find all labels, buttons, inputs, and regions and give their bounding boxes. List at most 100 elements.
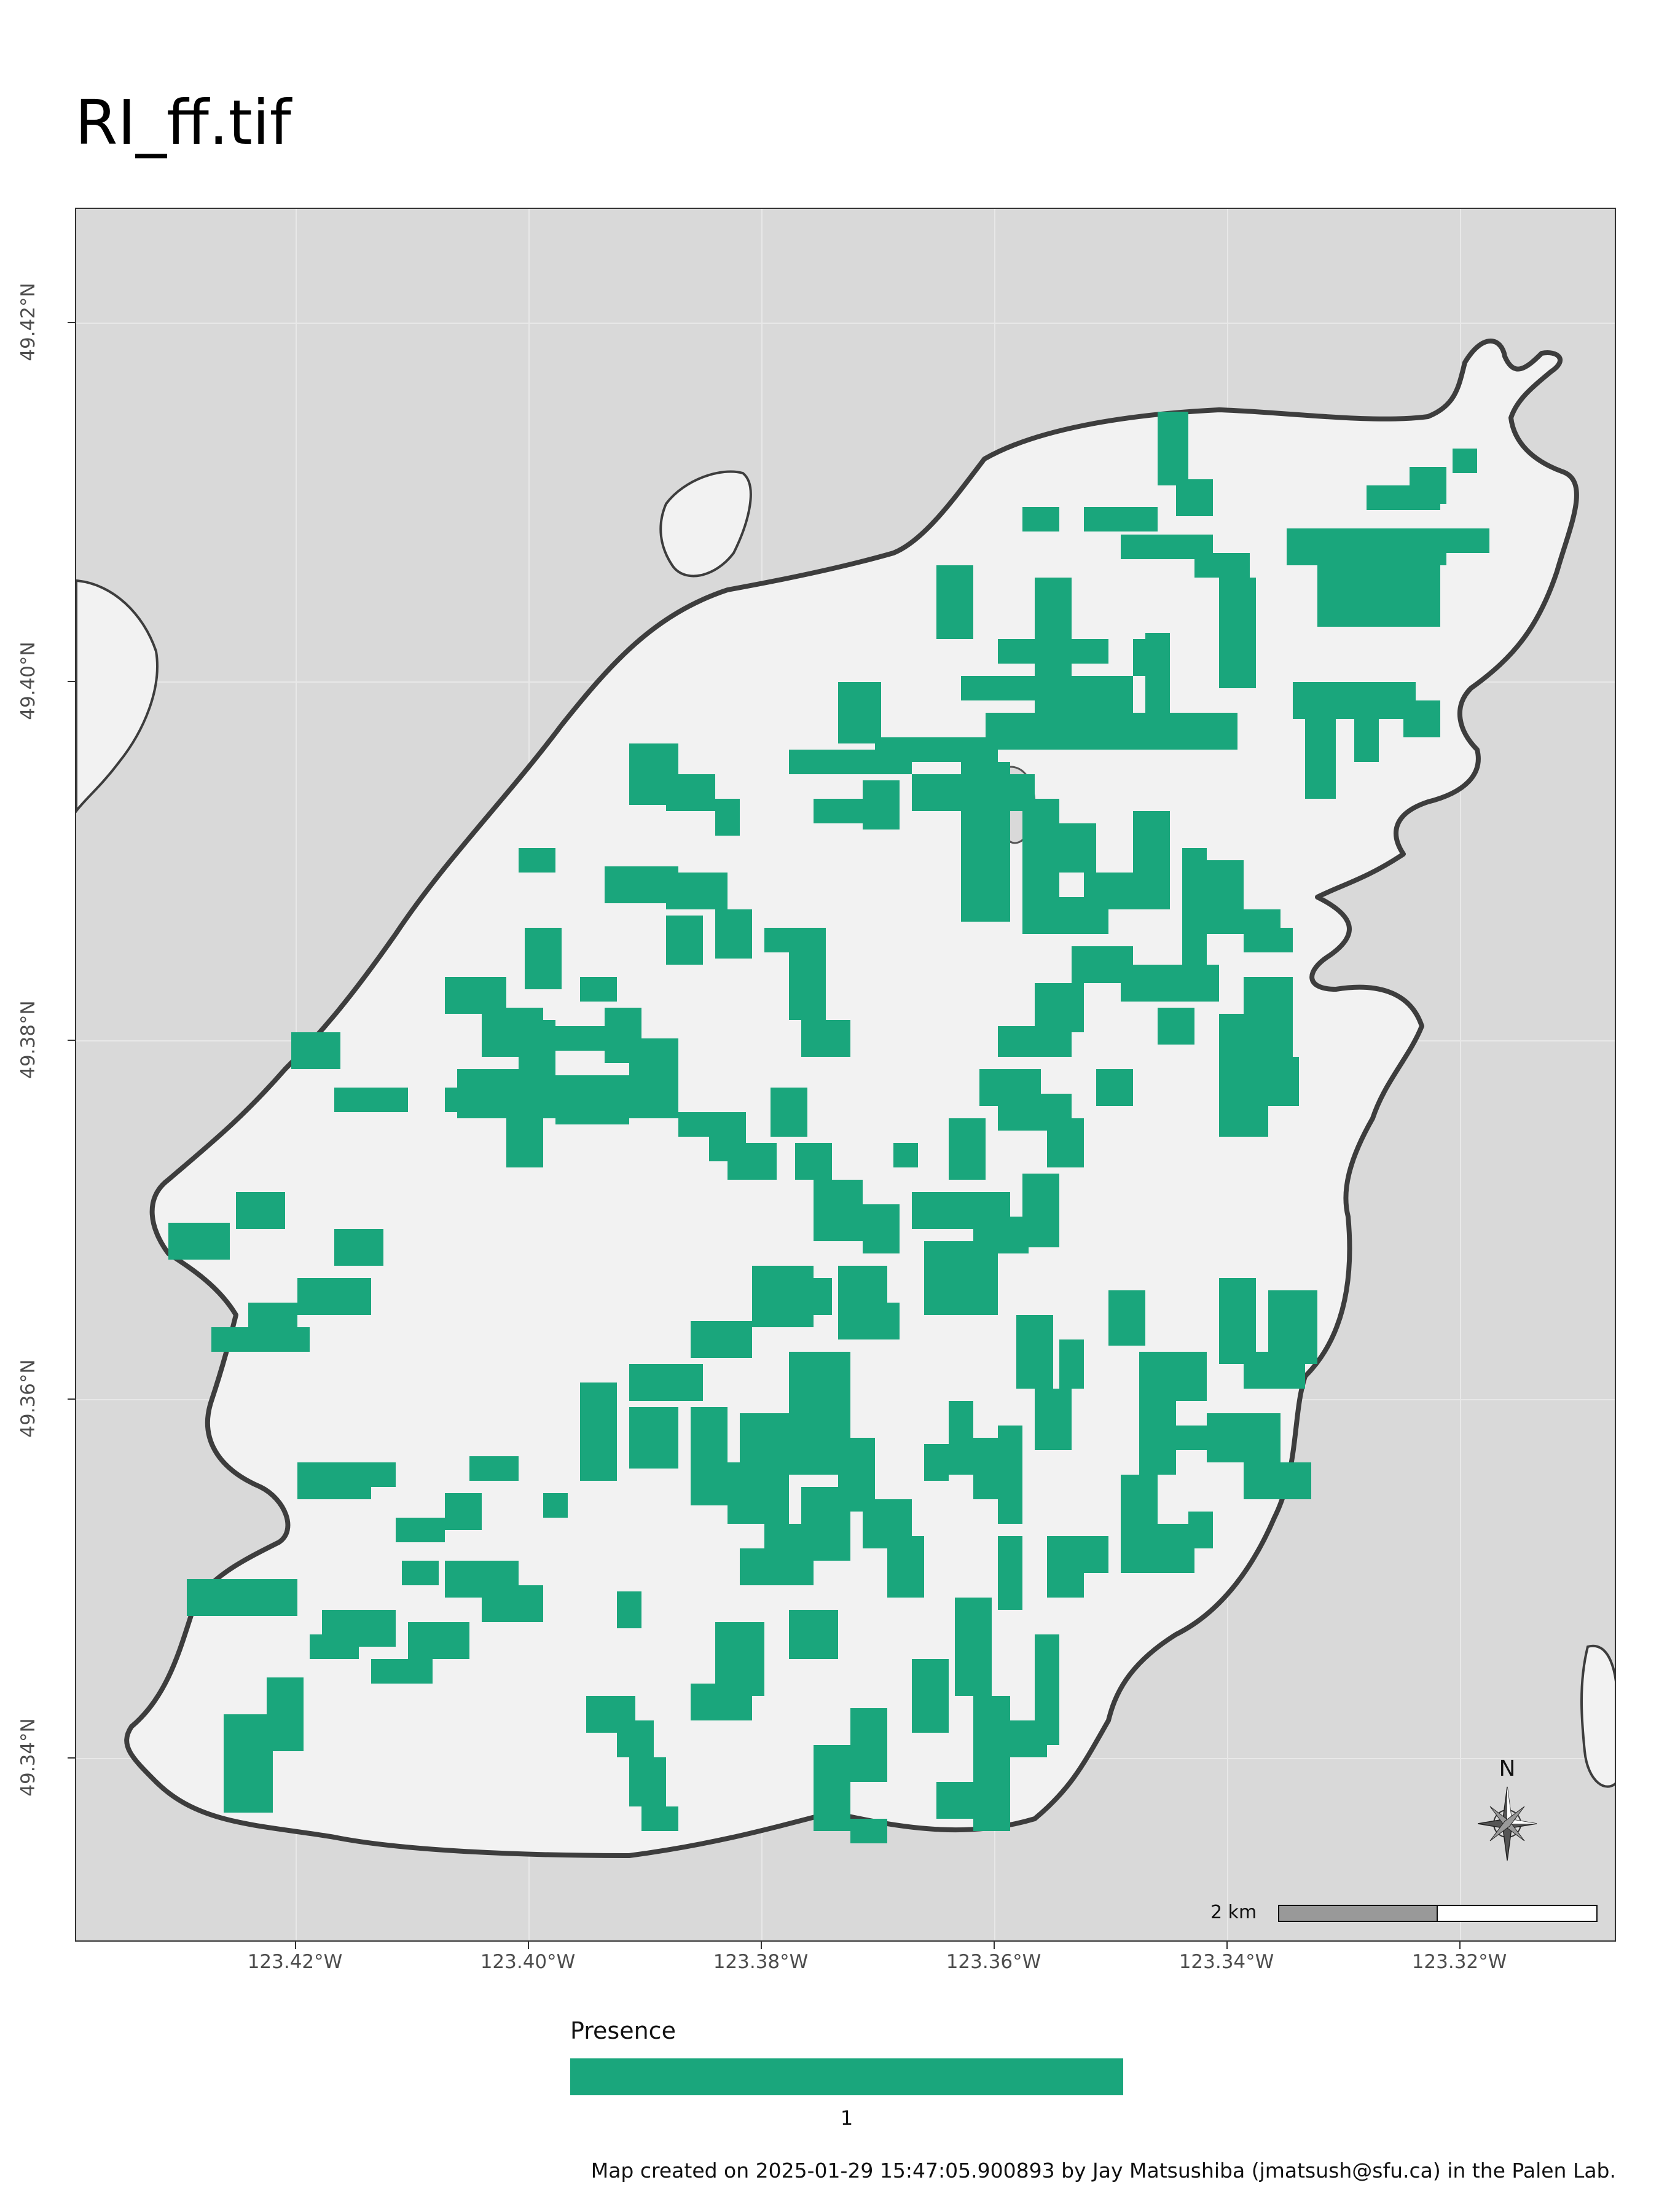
presence-cell	[795, 1143, 832, 1180]
presence-cell	[297, 1278, 371, 1315]
presence-cell	[949, 1118, 986, 1180]
scale-bar-segment	[1279, 1906, 1438, 1921]
presence-cell	[482, 1008, 543, 1057]
map-panel[interactable]	[75, 208, 1616, 1942]
presence-cell	[715, 909, 752, 959]
presence-cell	[789, 1610, 838, 1659]
presence-cell	[1367, 485, 1440, 510]
presence-cell	[1188, 1512, 1213, 1548]
presence-cell	[168, 1223, 230, 1260]
y-tick-label: 49.42°N	[17, 283, 39, 361]
presence-cell	[525, 928, 562, 989]
presence-cell	[715, 799, 740, 836]
north-label: N	[1499, 1756, 1516, 1781]
presence-cell	[1035, 1389, 1072, 1450]
presence-cell	[973, 1217, 1029, 1253]
presence-cell	[1219, 578, 1256, 688]
presence-cell	[469, 1456, 519, 1481]
presence-cell	[334, 1229, 383, 1266]
y-tickmark	[68, 1398, 75, 1400]
presence-cell	[445, 1493, 482, 1530]
presence-cell	[236, 1192, 285, 1229]
presence-cell	[506, 1106, 543, 1167]
presence-cell	[814, 1180, 863, 1241]
presence-cell	[211, 1327, 310, 1352]
presence-cell	[1244, 928, 1293, 952]
presence-cell	[224, 1714, 273, 1813]
presence-cell	[691, 1407, 728, 1505]
presence-cell	[580, 977, 617, 1002]
x-tickmark	[761, 1942, 762, 1949]
presence-cell	[1022, 507, 1059, 531]
y-tickmark	[68, 322, 75, 323]
presence-cell	[728, 1143, 777, 1180]
presence-cell	[1305, 713, 1336, 799]
compass-rose-icon	[1478, 1786, 1537, 1861]
x-tick-label: 123.38°W	[713, 1951, 809, 1973]
presence-cell	[1244, 1352, 1305, 1389]
presence-cell	[1047, 897, 1108, 934]
presence-cell	[1164, 1426, 1213, 1450]
presence-cell	[1158, 1008, 1194, 1045]
presence-cell	[1084, 507, 1158, 531]
presence-cell	[1219, 1278, 1256, 1364]
presence-cell	[617, 1591, 641, 1628]
presence-cell	[691, 1684, 752, 1720]
y-tick-label: 49.34°N	[17, 1718, 39, 1797]
presence-cell	[1354, 700, 1379, 762]
presence-cell	[1022, 1174, 1059, 1247]
presence-cell	[408, 1622, 469, 1659]
presence-cell	[248, 1303, 297, 1327]
presence-cell	[1016, 1315, 1053, 1389]
presence-cell	[1133, 811, 1170, 909]
presence-cell	[1262, 1057, 1299, 1106]
presence-cell	[629, 1364, 703, 1401]
presence-cell	[187, 1579, 297, 1616]
map-canvas	[76, 209, 1615, 1940]
x-tickmark	[295, 1942, 296, 1949]
y-tickmark	[68, 1757, 75, 1759]
presence-cell	[936, 565, 973, 639]
presence-cell	[863, 1204, 900, 1253]
presence-cell	[998, 1426, 1022, 1524]
presence-cell	[396, 1518, 445, 1542]
presence-cell	[555, 1075, 629, 1124]
y-tick-label: 49.36°N	[17, 1359, 39, 1438]
presence-cell	[740, 1548, 814, 1585]
legend-label: 1	[840, 2106, 853, 2130]
presence-cell	[1158, 412, 1188, 485]
x-tick-label: 123.34°W	[1179, 1951, 1274, 1973]
map-title: RI_ff.tif	[75, 87, 291, 159]
scale-bar	[1278, 1905, 1598, 1922]
island-west	[76, 579, 159, 814]
presence-cell	[543, 1493, 568, 1518]
x-tickmark	[1226, 1942, 1228, 1949]
legend-swatch	[570, 2058, 1123, 2095]
presence-cell	[1059, 823, 1096, 873]
presence-cell	[310, 1634, 359, 1659]
presence-cell	[291, 1032, 340, 1069]
presence-cell	[955, 1598, 992, 1696]
presence-cell	[1059, 1339, 1084, 1389]
presence-cell	[838, 682, 881, 743]
presence-cell	[371, 1659, 433, 1684]
scale-label: 2 km	[1210, 1902, 1257, 1923]
island-east	[1580, 1644, 1615, 1788]
presence-cell	[728, 1462, 789, 1524]
presence-cell	[789, 750, 912, 774]
presence-cell	[1121, 965, 1219, 1002]
x-tickmark	[528, 1942, 529, 1949]
x-tick-label: 123.42°W	[247, 1951, 343, 1973]
presence-cell	[641, 1806, 678, 1831]
presence-cell	[998, 1536, 1022, 1610]
islet-north	[659, 470, 752, 578]
presence-cell	[752, 1266, 814, 1327]
presence-cell	[482, 1585, 543, 1622]
presence-cell	[617, 1720, 654, 1757]
presence-cell	[1035, 983, 1084, 1032]
presence-cell	[1090, 713, 1237, 750]
presence-cell	[814, 1745, 850, 1831]
presence-cell	[887, 1536, 924, 1598]
y-tick-label: 49.38°N	[17, 1000, 39, 1079]
presence-cell	[1428, 528, 1489, 553]
